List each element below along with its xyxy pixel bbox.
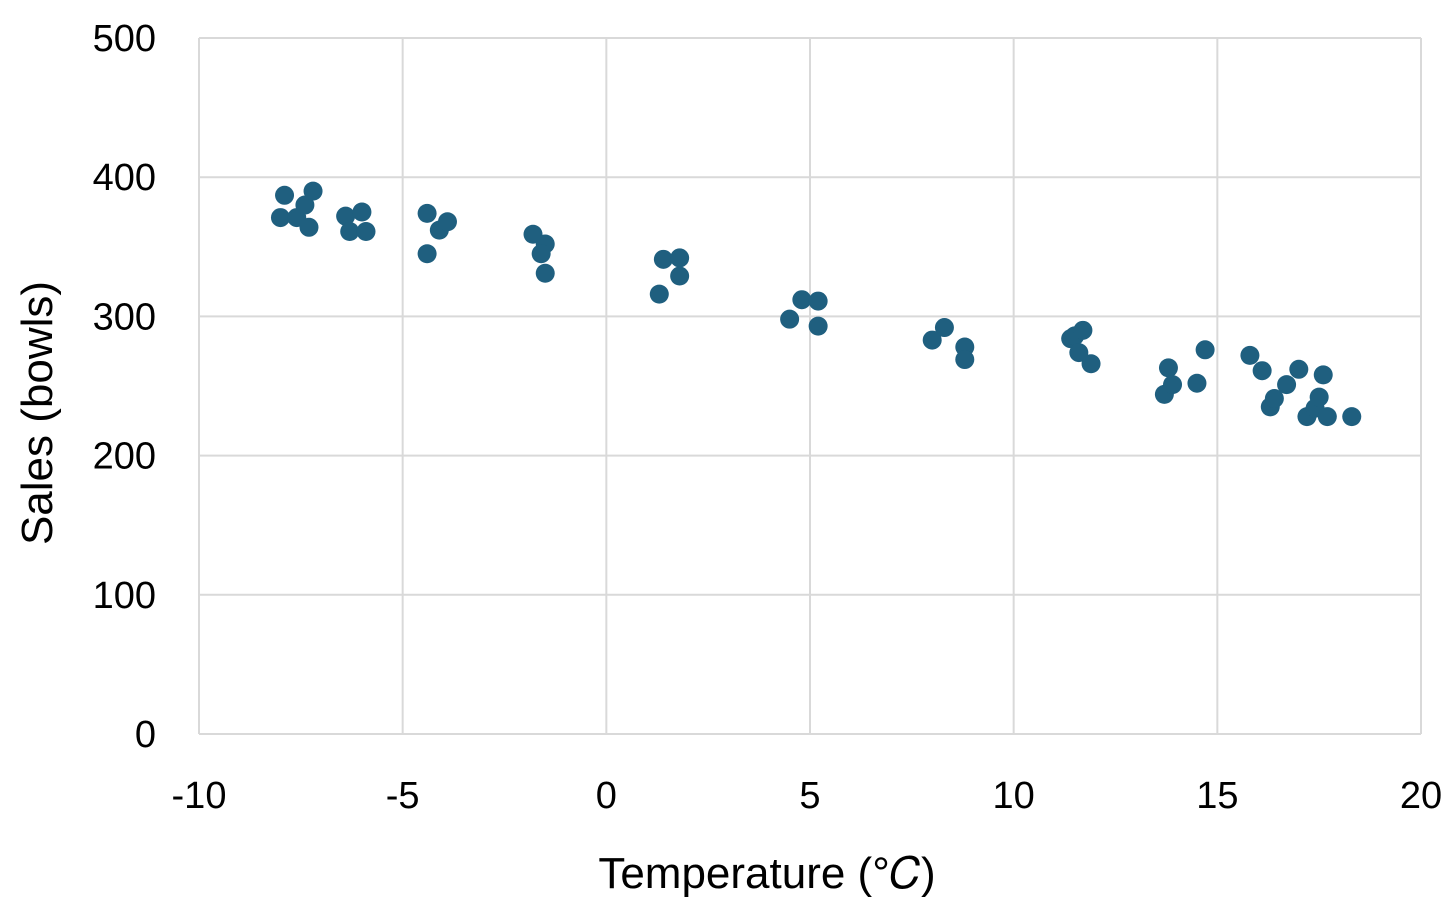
y-tick-label: 0 xyxy=(135,714,156,756)
data-point xyxy=(1264,389,1284,409)
data-point xyxy=(653,249,673,269)
data-point xyxy=(437,212,457,232)
x-tick-label: -5 xyxy=(386,775,420,817)
data-point xyxy=(356,221,376,241)
data-point xyxy=(934,318,954,338)
data-point xyxy=(417,244,437,264)
x-axis-title: Temperature (°𝐶) xyxy=(598,849,935,898)
data-point xyxy=(1317,407,1337,427)
x-tick-label: 20 xyxy=(1400,775,1442,817)
data-point xyxy=(352,202,372,222)
y-axis-title: Sales (bowls) xyxy=(13,281,62,545)
data-point xyxy=(808,316,828,336)
y-tick-label: 300 xyxy=(93,296,156,338)
data-point xyxy=(303,181,323,201)
data-point xyxy=(792,290,812,310)
y-tick-label: 400 xyxy=(93,157,156,199)
data-point xyxy=(1309,387,1329,407)
data-point xyxy=(295,195,315,215)
data-point xyxy=(780,309,800,329)
data-point xyxy=(535,263,555,283)
data-point xyxy=(808,291,828,311)
data-point xyxy=(275,185,295,205)
y-tick-label: 500 xyxy=(93,18,156,60)
data-point xyxy=(922,330,942,350)
data-points xyxy=(270,181,1362,427)
data-point xyxy=(1277,375,1297,395)
x-tick-label: -10 xyxy=(172,775,227,817)
data-point xyxy=(1313,365,1333,385)
y-tick-label: 100 xyxy=(93,575,156,617)
data-point xyxy=(1081,354,1101,374)
data-point xyxy=(649,284,669,304)
data-point xyxy=(1240,345,1260,365)
data-point xyxy=(1073,320,1093,340)
data-point xyxy=(299,217,319,237)
x-tick-label: 0 xyxy=(596,775,617,817)
data-point xyxy=(1342,407,1362,427)
x-tick-label: 15 xyxy=(1196,775,1238,817)
data-point xyxy=(670,248,690,268)
data-point xyxy=(1163,375,1183,395)
data-point xyxy=(955,350,975,370)
data-point xyxy=(1195,340,1215,360)
data-point xyxy=(1252,361,1272,381)
data-point xyxy=(417,203,437,223)
y-tick-label: 200 xyxy=(93,436,156,478)
data-point xyxy=(340,221,360,241)
grid-lines xyxy=(198,37,1422,735)
data-point xyxy=(1187,373,1207,393)
data-point xyxy=(670,266,690,286)
data-point xyxy=(1289,359,1309,379)
data-point xyxy=(270,208,290,228)
data-point xyxy=(1069,343,1089,363)
data-point xyxy=(531,244,551,264)
data-point xyxy=(1158,358,1178,378)
x-tick-label: 10 xyxy=(993,775,1035,817)
x-tick-label: 5 xyxy=(799,775,820,817)
data-point xyxy=(336,206,356,226)
